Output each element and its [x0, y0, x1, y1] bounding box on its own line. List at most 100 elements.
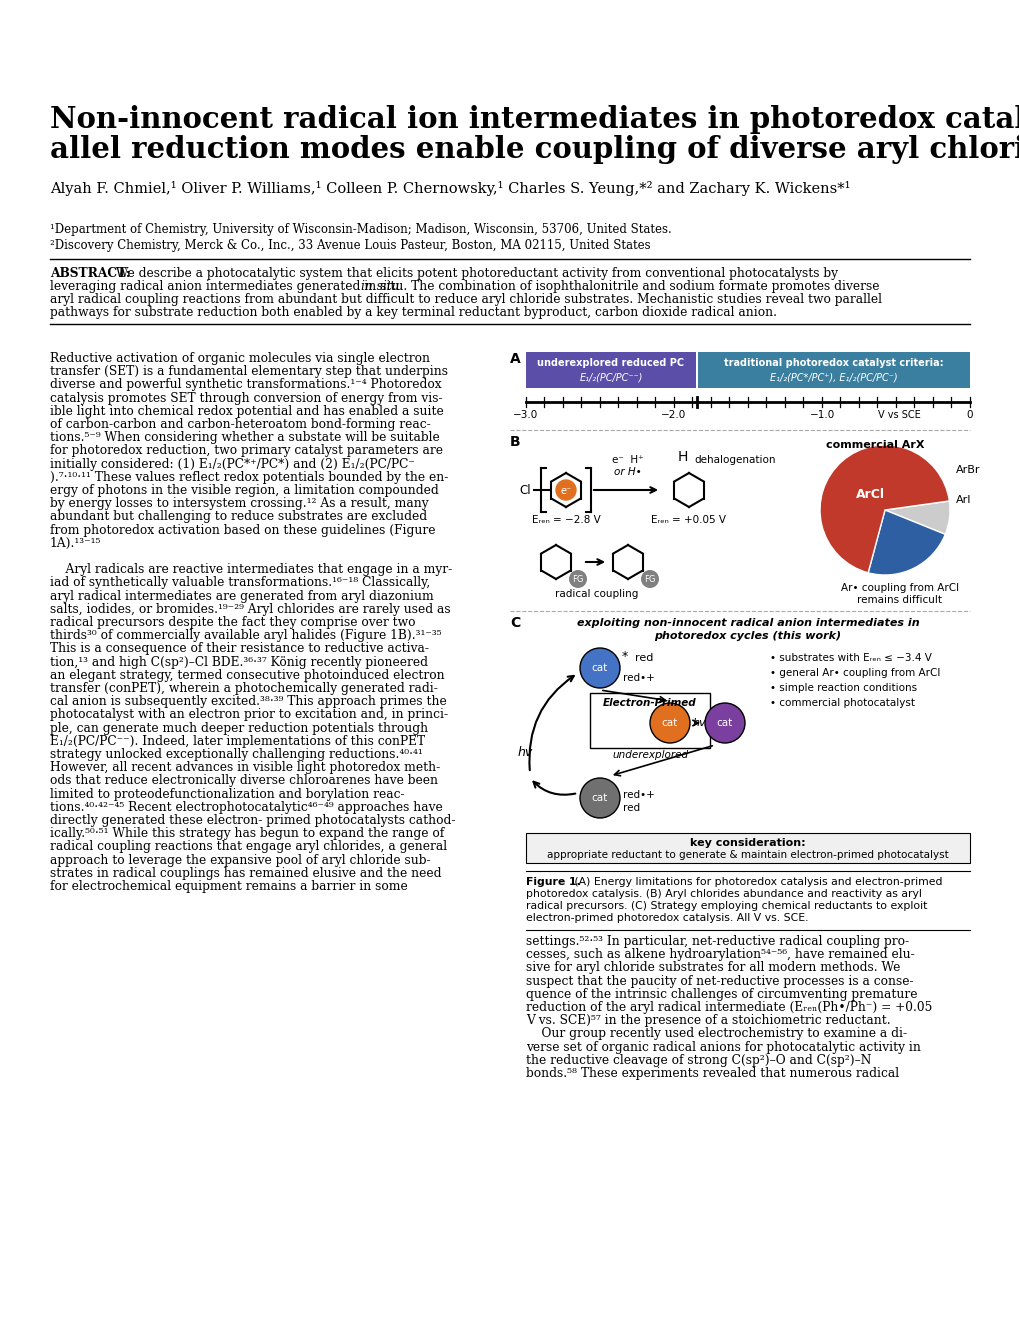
Text: limited to proteodefunctionalization and borylation reac-: limited to proteodefunctionalization and…	[50, 788, 405, 801]
Text: (A) Energy limitations for photoredox catalysis and electron-primed: (A) Energy limitations for photoredox ca…	[571, 876, 942, 887]
Circle shape	[555, 480, 576, 500]
Text: hv: hv	[692, 718, 706, 729]
Text: appropriate reductant to generate & maintain electron-primed photocatalyst: appropriate reductant to generate & main…	[546, 850, 948, 861]
Text: V vs SCE: V vs SCE	[876, 411, 919, 420]
Text: ).⁷·¹⁰·¹¹ These values reflect redox potentials bounded by the en-: ).⁷·¹⁰·¹¹ These values reflect redox pot…	[50, 471, 448, 484]
Text: underexplored reduced PC: underexplored reduced PC	[537, 358, 684, 368]
Text: FG: FG	[572, 576, 583, 585]
Text: strategy unlocked exceptionally challenging reductions.⁴⁰·⁴¹: strategy unlocked exceptionally challeng…	[50, 748, 422, 762]
Text: underexplored: underexplored	[611, 750, 688, 760]
Text: from photoredox activation based on these guidelines (Figure: from photoredox activation based on thes…	[50, 524, 435, 537]
Bar	[526, 352, 695, 388]
Circle shape	[580, 777, 620, 818]
Text: Electron-Primed: Electron-Primed	[602, 698, 696, 708]
Text: exploiting non-innocent radical anion intermediates in: exploiting non-innocent radical anion in…	[576, 618, 918, 628]
Text: Eᵣₑₙ = −2.8 V: Eᵣₑₙ = −2.8 V	[531, 515, 600, 525]
Text: reduction of the aryl radical intermediate (Eᵣₑₙ(Ph•/Ph⁻) = +0.05: reduction of the aryl radical intermedia…	[526, 1001, 931, 1014]
Text: abundant but challenging to reduce substrates are excluded: abundant but challenging to reduce subst…	[50, 511, 427, 524]
Text: FG: FG	[644, 576, 655, 585]
Text: −2.0: −2.0	[660, 411, 686, 420]
Text: A: A	[510, 352, 521, 366]
Text: 0: 0	[966, 411, 972, 420]
Text: transfer (SET) is a fundamental elementary step that underpins: transfer (SET) is a fundamental elementa…	[50, 366, 447, 379]
Text: or H•: or H•	[613, 467, 641, 477]
Text: remains difficult: remains difficult	[857, 595, 942, 605]
Text: H: H	[678, 450, 688, 465]
Text: quence of the intrinsic challenges of circumventing premature: quence of the intrinsic challenges of ci…	[526, 987, 917, 1001]
Wedge shape	[819, 445, 949, 573]
Text: cal anion is subsequently excited.³⁸·³⁹ This approach primes the: cal anion is subsequently excited.³⁸·³⁹ …	[50, 696, 446, 709]
Text: ABSTRACT:: ABSTRACT:	[50, 267, 130, 280]
Text: radical coupling reactions that engage aryl chlorides, a general: radical coupling reactions that engage a…	[50, 841, 446, 854]
Text: ArI: ArI	[955, 495, 970, 506]
Text: V vs. SCE)⁵⁷ in the presence of a stoichiometric reductant.: V vs. SCE)⁵⁷ in the presence of a stoich…	[526, 1014, 890, 1027]
Text: in situ: in situ	[361, 280, 399, 293]
Text: red: red	[623, 803, 640, 813]
Text: We describe a photocatalytic system that elicits potent photoreductant activity : We describe a photocatalytic system that…	[112, 267, 838, 280]
Text: sive for aryl chloride substrates for all modern methods. We: sive for aryl chloride substrates for al…	[526, 961, 900, 974]
Text: transfer (conPET), wherein a photochemically generated radi-: transfer (conPET), wherein a photochemic…	[50, 682, 437, 696]
Bar	[589, 693, 709, 748]
Text: for electrochemical equipment remains a barrier in some: for electrochemical equipment remains a …	[50, 880, 408, 894]
Text: bonds.⁵⁸ These experiments revealed that numerous radical: bonds.⁵⁸ These experiments revealed that…	[526, 1067, 898, 1080]
Text: cesses, such as alkene hydroarylation⁵⁴⁻⁵⁶, have remained elu-: cesses, such as alkene hydroarylation⁵⁴⁻…	[526, 948, 914, 961]
Text: E₁/₂(PC/PC⁻⁻): E₁/₂(PC/PC⁻⁻)	[579, 372, 642, 381]
Text: Figure 1.: Figure 1.	[526, 876, 580, 887]
Text: radical precursors despite the fact they comprise over two: radical precursors despite the fact they…	[50, 616, 415, 630]
Text: tions.⁵⁻⁹ When considering whether a substate will be suitable: tions.⁵⁻⁹ When considering whether a sub…	[50, 432, 439, 445]
Bar	[526, 833, 969, 863]
Text: key consideration:: key consideration:	[690, 838, 805, 847]
Circle shape	[640, 570, 658, 587]
Text: dehalogenation: dehalogenation	[693, 455, 774, 465]
Text: ¹Department of Chemistry, University of Wisconsin-Madison; Madison, Wisconsin, 5: ¹Department of Chemistry, University of …	[50, 223, 672, 236]
Text: salts, iodides, or bromides.¹⁹⁻²⁹ Aryl chlorides are rarely used as: salts, iodides, or bromides.¹⁹⁻²⁹ Aryl c…	[50, 603, 450, 616]
Text: directly generated these electron- primed photocatalysts cathod-: directly generated these electron- prime…	[50, 814, 455, 828]
Text: ible light into chemical redox potential and has enabled a suite: ible light into chemical redox potential…	[50, 405, 443, 418]
Text: • simple reaction conditions: • simple reaction conditions	[769, 682, 916, 693]
Text: ple, can generate much deeper reduction potentials through: ple, can generate much deeper reduction …	[50, 722, 428, 735]
Text: B: B	[510, 436, 520, 449]
Text: • commercial photocatalyst: • commercial photocatalyst	[769, 698, 914, 708]
Text: e⁻  H⁺: e⁻ H⁺	[611, 455, 643, 465]
Text: Ar• coupling from ArCl: Ar• coupling from ArCl	[840, 583, 958, 593]
Text: cat: cat	[716, 718, 733, 729]
Circle shape	[704, 704, 744, 743]
Text: commercial ArX: commercial ArX	[825, 440, 924, 450]
Text: photocatalyst with an electron prior to excitation and, in princi-: photocatalyst with an electron prior to …	[50, 709, 447, 722]
Text: initially considered: (1) E₁/₂(PC*⁺/PC*) and (2) E₁/₂(PC/PC⁻: initially considered: (1) E₁/₂(PC*⁺/PC*)…	[50, 458, 415, 471]
Text: hv: hv	[517, 747, 532, 759]
Text: • substrates with Eᵣₑₙ ≤ −3.4 V: • substrates with Eᵣₑₙ ≤ −3.4 V	[769, 653, 931, 663]
Wedge shape	[867, 510, 945, 576]
Text: *: *	[622, 649, 628, 663]
Text: iad of synthetically valuable transformations.¹⁶⁻¹⁸ Classically,: iad of synthetically valuable transforma…	[50, 577, 430, 590]
Text: of carbon-carbon and carbon-heteroatom bond-forming reac-: of carbon-carbon and carbon-heteroatom b…	[50, 418, 430, 432]
Text: tion,¹³ and high C(sp²)–Cl BDE.³⁶·³⁷ König recently pioneered: tion,¹³ and high C(sp²)–Cl BDE.³⁶·³⁷ Kön…	[50, 656, 428, 669]
Text: by energy losses to intersystem crossing.¹² As a result, many: by energy losses to intersystem crossing…	[50, 498, 428, 511]
Text: Alyah F. Chmiel,¹ Oliver P. Williams,¹ Colleen P. Chernowsky,¹ Charles S. Yeung,: Alyah F. Chmiel,¹ Oliver P. Williams,¹ C…	[50, 181, 850, 195]
Text: Cl: Cl	[519, 484, 531, 498]
Text: ods that reduce electronically diverse chloroarenes have been: ods that reduce electronically diverse c…	[50, 775, 437, 788]
Circle shape	[569, 570, 586, 587]
Text: photoredox catalysis. (B) Aryl chlorides abundance and reactivity as aryl: photoredox catalysis. (B) Aryl chlorides…	[526, 888, 921, 899]
Text: E₁/₂(PC/PC⁻⁻). Indeed, later implementations of this conPET: E₁/₂(PC/PC⁻⁻). Indeed, later implementat…	[50, 735, 425, 748]
Text: red: red	[635, 653, 653, 663]
Bar	[697, 352, 969, 388]
Text: E₁/₂(PC*/PC⁺), E₁/₂(PC/PC⁻): E₁/₂(PC*/PC⁺), E₁/₂(PC/PC⁻)	[769, 372, 897, 381]
Text: photoredox cycles (this work): photoredox cycles (this work)	[654, 631, 841, 642]
Text: aryl radical coupling reactions from abundant but difficult to reduce aryl chlor: aryl radical coupling reactions from abu…	[50, 293, 881, 306]
Text: −1.0: −1.0	[809, 411, 834, 420]
Text: leveraging radical anion intermediates generated in situ. The combination of iso: leveraging radical anion intermediates g…	[50, 280, 878, 293]
Text: tions.⁴⁰·⁴²⁻⁴⁵ Recent electrophotocatalytic⁴⁶⁻⁴⁹ approaches have: tions.⁴⁰·⁴²⁻⁴⁵ Recent electrophotocataly…	[50, 801, 442, 814]
Text: diverse and powerful synthetic transformations.¹⁻⁴ Photoredox: diverse and powerful synthetic transform…	[50, 379, 441, 392]
Circle shape	[580, 648, 620, 688]
Text: verse set of organic radical anions for photocatalytic activity in: verse set of organic radical anions for …	[526, 1040, 920, 1053]
Text: Reductive activation of organic molecules via single electron: Reductive activation of organic molecule…	[50, 352, 430, 366]
Text: strates in radical couplings has remained elusive and the need: strates in radical couplings has remaine…	[50, 867, 441, 880]
Text: • general Ar• coupling from ArCl: • general Ar• coupling from ArCl	[769, 668, 940, 678]
Text: cat: cat	[591, 663, 607, 673]
Text: aryl radical intermediates are generated from aryl diazonium: aryl radical intermediates are generated…	[50, 590, 433, 603]
Text: catalysis promotes SET through conversion of energy from vis-: catalysis promotes SET through conversio…	[50, 392, 442, 405]
Text: an elegant strategy, termed consecutive photoinduced electron: an elegant strategy, termed consecutive …	[50, 669, 444, 682]
Text: radical coupling: radical coupling	[554, 589, 638, 599]
Text: 1A).¹³⁻¹⁵: 1A).¹³⁻¹⁵	[50, 537, 101, 550]
